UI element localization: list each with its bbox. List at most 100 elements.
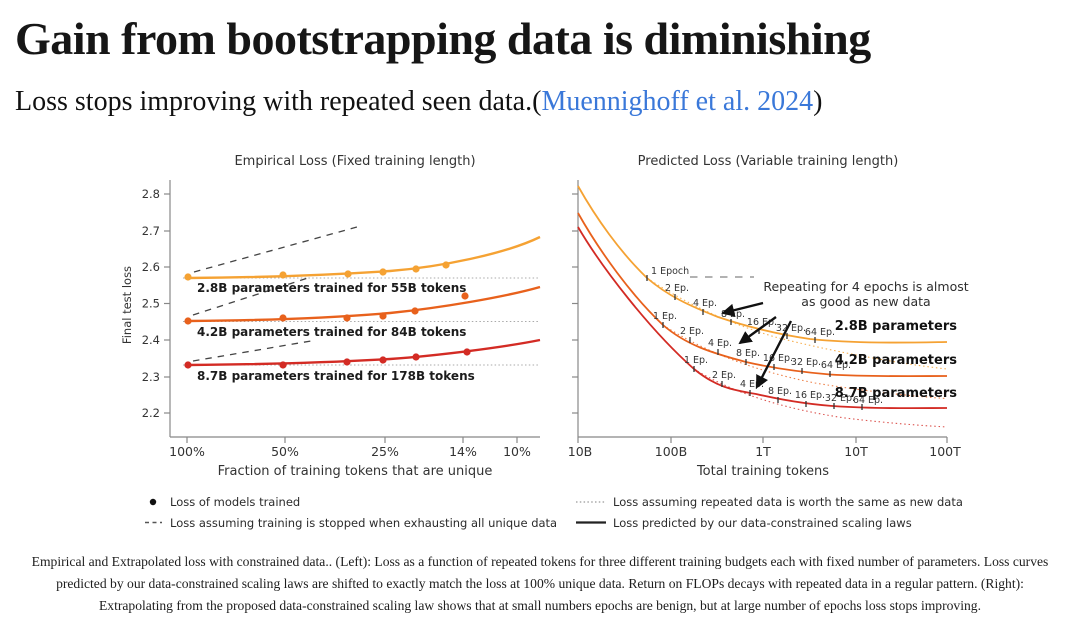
data-point <box>461 292 469 300</box>
right-y-ticks <box>572 193 578 414</box>
figure-caption: Empirical and Extrapolated loss with con… <box>31 554 1049 614</box>
y-tick-label: 2.2 <box>142 406 160 420</box>
right-x-axis-label: Total training tokens <box>696 464 829 479</box>
epoch-ticks-8.7b <box>693 366 863 410</box>
data-point <box>412 353 420 361</box>
right-chart-title: Predicted Loss (Variable training length… <box>638 154 899 169</box>
x-tick-label: 10T <box>844 444 868 459</box>
x-tick-label: 100T <box>929 444 961 459</box>
epoch-ticks-4.2b <box>662 322 831 377</box>
data-point <box>279 361 287 369</box>
x-tick-label: 10B <box>568 444 592 459</box>
series-annotation-8.7b: 8.7B parameters trained for 178B tokens <box>197 369 475 383</box>
left-x-ticks <box>186 437 518 443</box>
epoch-label: 1 Epoch <box>651 266 689 277</box>
legend-label: Loss of models trained <box>170 495 300 509</box>
scatter-8.7b <box>184 348 471 369</box>
epoch-label: 1 Ep. <box>684 355 708 366</box>
data-point <box>344 270 352 278</box>
x-tick-label: 50% <box>271 444 299 459</box>
arrow-to-4.2b-4ep <box>738 316 777 345</box>
subtitle-text: Loss stops improving with repeated seen … <box>15 86 542 117</box>
epoch-label: 2 Ep. <box>665 283 689 294</box>
data-point <box>463 348 471 356</box>
annotation-line1: Repeating for 4 epochs is almost <box>763 279 968 294</box>
right-x-ticks <box>577 437 948 443</box>
epoch-label: 4 Ep. <box>708 338 732 349</box>
epoch-label: 4 Ep. <box>693 298 717 309</box>
legend-dot-marker <box>149 498 157 506</box>
left-chart: Empirical Loss (Fixed training length) 2… <box>120 154 541 479</box>
arrow-to-2.8b-4ep <box>721 301 764 317</box>
epoch-label: 2 Ep. <box>712 370 736 381</box>
data-point <box>343 358 351 366</box>
data-point <box>379 312 387 320</box>
dotted-newdata-8.7b <box>693 368 948 428</box>
epoch-label: 16 Ep. <box>747 317 777 328</box>
slide-subtitle: Loss stops improving with repeated seen … <box>15 86 822 118</box>
legend-label: Loss assuming repeated data is worth the… <box>613 495 963 509</box>
legend-label: Loss assuming training is stopped when e… <box>170 516 557 530</box>
series-label-2.8b: 2.8B parameters <box>835 319 958 334</box>
epoch-label: 1 Ep. <box>653 311 677 322</box>
annotation-line2: as good as new data <box>801 294 930 309</box>
left-x-axis-label: Fraction of training tokens that are uni… <box>218 464 493 479</box>
series-label-8.7b: 8.7B parameters <box>835 386 958 401</box>
right-chart: Predicted Loss (Variable training length… <box>568 154 969 479</box>
citation-link[interactable]: Muennighoff et al. 2024 <box>541 86 814 117</box>
series-annotation-4.2b: 4.2B parameters trained for 84B tokens <box>197 325 466 339</box>
y-tick-label: 2.7 <box>142 224 160 238</box>
y-tick-label: 2.6 <box>142 260 160 274</box>
data-point <box>184 361 192 369</box>
baseline-dotted-lines <box>183 277 540 366</box>
x-tick-label: 25% <box>371 444 399 459</box>
epoch-label: 8 Ep. <box>736 348 760 359</box>
left-chart-title: Empirical Loss (Fixed training length) <box>234 154 475 169</box>
data-point <box>412 265 420 273</box>
epoch-label: 32 Ep. <box>825 393 855 404</box>
figure-legend: Loss of models trained Loss assuming tra… <box>145 495 963 530</box>
fit-curve-8.7b <box>187 338 541 367</box>
fit-curve-4.2b <box>187 285 541 323</box>
epoch-label: 16 Ep. <box>795 390 825 401</box>
scatter-2.8b <box>184 261 450 281</box>
data-point <box>184 317 192 325</box>
fit-curve-2.8b <box>187 235 541 280</box>
y-tick-label: 2.5 <box>142 297 160 311</box>
epoch-label: 64 Ep. <box>853 395 883 406</box>
epoch-label: 32 Ep. <box>791 357 821 368</box>
data-point <box>379 356 387 364</box>
epoch-ticks-2.8b <box>646 275 816 343</box>
exhausted-unique-data-dashed <box>192 226 358 362</box>
dotted-newdata-2.8b <box>646 277 948 370</box>
x-tick-label: 100% <box>169 444 205 459</box>
data-point <box>184 273 192 281</box>
epoch-label: 64 Ep. <box>821 360 851 371</box>
epoch-label: 32 Ep. <box>776 323 806 334</box>
slide-title: Gain from bootstrapping data is diminish… <box>15 13 871 64</box>
data-point <box>379 268 387 276</box>
left-y-ticks <box>164 193 170 414</box>
data-point <box>343 314 351 322</box>
y-tick-label: 2.4 <box>142 333 160 347</box>
data-point <box>442 261 450 269</box>
arrow-to-8.7b-4ep <box>755 320 793 389</box>
x-tick-label: 10% <box>503 444 531 459</box>
epoch-label: 4 Ep. <box>740 379 764 390</box>
x-tick-label: 1T <box>755 444 771 459</box>
epoch-label: 2 Ep. <box>680 326 704 337</box>
epoch-label: 16 Ep. <box>763 353 793 364</box>
annotation-arrows <box>721 301 793 389</box>
subtitle-close-paren: ) <box>813 86 823 117</box>
predicted-curve-8.7b <box>577 226 948 410</box>
x-tick-label: 100B <box>655 444 687 459</box>
left-y-axis-label: Final test loss <box>120 266 134 344</box>
series-label-4.2b: 4.2B parameters <box>835 353 958 368</box>
data-point <box>279 314 287 322</box>
data-point <box>411 307 419 315</box>
y-tick-label: 2.3 <box>142 370 160 384</box>
series-annotation-2.8b: 2.8B parameters trained for 55B tokens <box>197 281 466 295</box>
predicted-curve-2.8b <box>577 185 948 344</box>
